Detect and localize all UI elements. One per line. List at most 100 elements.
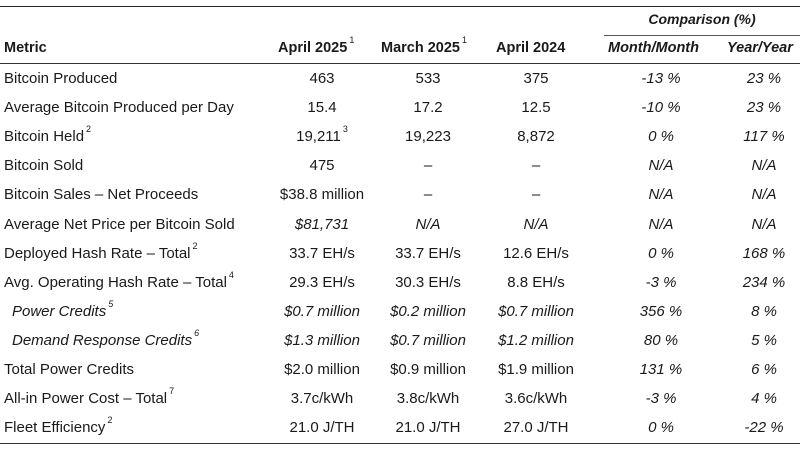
year-year-cell-text: 6 % bbox=[751, 361, 777, 378]
table-top-rule bbox=[0, 6, 800, 7]
month-month-cell: -3 % bbox=[612, 274, 710, 291]
april-2025-cell-text: 3.7c/kWh bbox=[290, 390, 354, 408]
year-year-cell-text: 234 % bbox=[742, 273, 786, 291]
april-2025-cell: $0.7 million bbox=[272, 303, 372, 320]
year-year-cell: 4 % bbox=[722, 390, 800, 407]
table-bottom-rule bbox=[0, 443, 800, 444]
footnote-marker: 4 bbox=[228, 269, 234, 280]
month-month-cell: N/A bbox=[612, 216, 710, 233]
month-month-cell: 0 % bbox=[612, 419, 710, 436]
year-year-cell-text: -22 % bbox=[744, 419, 784, 437]
april-2025-cell: 21.0 J/TH bbox=[272, 419, 372, 436]
year-year-cell: 5 % bbox=[722, 332, 800, 349]
month-month-cell: 0 % bbox=[612, 245, 710, 262]
april-2025-cell-text: 19,211 bbox=[296, 128, 341, 146]
april-2025-cell: 33.7 EH/s bbox=[272, 245, 372, 262]
april-2024-cell-text: 12.5 bbox=[521, 99, 551, 117]
month-month-cell-text: -3 % bbox=[645, 273, 677, 291]
april-2024-cell-text: – bbox=[531, 157, 541, 175]
april-2025-cell-text: 463 bbox=[309, 70, 335, 87]
april-2025-cell: 15.4 bbox=[272, 99, 372, 116]
year-year-cell-text: 23 % bbox=[746, 99, 782, 117]
april-2024-cell: N/A bbox=[486, 216, 586, 233]
year-year-cell-text: N/A bbox=[751, 215, 777, 233]
header-april-2025-label: April 2025 bbox=[278, 40, 348, 56]
year-year-cell-text: N/A bbox=[751, 157, 777, 175]
year-year-cell: -22 % bbox=[722, 419, 800, 436]
month-month-cell-text: 0 % bbox=[648, 244, 674, 262]
april-2024-cell: $1.9 million bbox=[486, 361, 586, 378]
april-2024-cell-text: 27.0 J/TH bbox=[503, 419, 569, 437]
table-row: Demand Response Credits 6 $1.3 million $0.7… bbox=[0, 327, 800, 356]
footnote-marker: 6 bbox=[194, 327, 200, 338]
metric-cell-text: Bitcoin Sales – Net Proceeds bbox=[4, 186, 199, 204]
april-2025-cell-text: 33.7 EH/s bbox=[289, 244, 355, 262]
metric-cell-text: Total Power Credits bbox=[4, 361, 135, 378]
april-2024-cell-text: $1.2 million bbox=[498, 331, 574, 349]
metric-cell: Bitcoin Sales – Net Proceeds bbox=[4, 186, 198, 203]
march-2025-cell: 17.2 bbox=[378, 99, 478, 116]
april-2025-cell: $38.8 million bbox=[272, 186, 372, 203]
month-month-cell: N/A bbox=[612, 186, 710, 203]
table-row: Power Credits 5 $0.7 million $0.2 million $0… bbox=[0, 298, 800, 327]
month-month-cell-text: N/A bbox=[648, 186, 674, 204]
footnote-marker: 2 bbox=[192, 240, 198, 251]
footnote-marker: 7 bbox=[169, 386, 175, 397]
metric-cell-text: Demand Response Credits bbox=[12, 331, 193, 349]
month-month-cell: -10 % bbox=[612, 99, 710, 116]
april-2024-cell: 27.0 J/TH bbox=[486, 419, 586, 436]
april-2024-cell-text: 12.6 EH/s bbox=[503, 244, 569, 262]
metric-cell-text: Power Credits bbox=[12, 302, 107, 320]
table-row: Bitcoin Sales – Net Proceeds $38.8 millio… bbox=[0, 181, 800, 210]
footnote-marker: 1 bbox=[349, 35, 355, 46]
april-2025-cell: 29.3 EH/s bbox=[272, 274, 372, 291]
comparison-underline bbox=[604, 35, 800, 36]
april-2025-cell-text: 15.4 bbox=[307, 99, 337, 117]
metric-cell-text: Avg. Operating Hash Rate – Total bbox=[4, 273, 227, 291]
april-2024-cell-text: N/A bbox=[523, 215, 549, 233]
april-2025-cell: 19,211 3 bbox=[272, 125, 372, 146]
table-row: Average Bitcoin Produced per Day 15.4 17.2… bbox=[0, 94, 800, 123]
march-2025-cell: 533 bbox=[378, 70, 478, 87]
table-row: Bitcoin Produced 463 533 375 -13 % 23 % bbox=[0, 65, 800, 94]
march-2025-cell-text: – bbox=[423, 157, 433, 175]
metric-cell-text: Deployed Hash Rate – Total bbox=[4, 244, 191, 262]
table-row: All-in Power Cost – Total 7 3.7c/kWh 3.8c/k… bbox=[0, 385, 800, 414]
march-2025-cell-text: 30.3 EH/s bbox=[395, 273, 461, 291]
march-2025-cell: – bbox=[378, 186, 478, 203]
april-2024-cell: – bbox=[486, 186, 586, 203]
header-bottom-rule bbox=[0, 63, 800, 64]
year-year-cell: 23 % bbox=[722, 70, 800, 87]
header-year-year: Year/Year bbox=[727, 40, 793, 56]
april-2024-cell: 12.5 bbox=[486, 99, 586, 116]
april-2025-cell-text: $81,731 bbox=[294, 215, 350, 233]
march-2025-cell: $0.7 million bbox=[378, 332, 478, 349]
metric-cell-text: Bitcoin Produced bbox=[4, 70, 118, 87]
metric-cell-text: Fleet Efficiency bbox=[4, 419, 106, 437]
year-year-cell: N/A bbox=[722, 186, 800, 203]
metric-cell: Total Power Credits bbox=[4, 361, 134, 378]
year-year-cell-text: 23 % bbox=[746, 70, 782, 87]
april-2024-cell: 8,872 bbox=[486, 128, 586, 145]
april-2024-cell: 3.6c/kWh bbox=[486, 390, 586, 407]
month-month-cell-text: 356 % bbox=[639, 302, 683, 320]
april-2025-cell: $81,731 bbox=[272, 216, 372, 233]
april-2024-cell: $1.2 million bbox=[486, 332, 586, 349]
table-row: Bitcoin Held 2 19,211 3 19,223 8,872 0 % 117 % bbox=[0, 123, 800, 152]
month-month-cell-text: 80 % bbox=[643, 331, 679, 349]
april-2024-cell-text: $1.9 million bbox=[498, 361, 574, 378]
march-2025-cell: 21.0 J/TH bbox=[378, 419, 478, 436]
april-2025-cell-text: $1.3 million bbox=[284, 331, 360, 349]
april-2024-cell: $0.7 million bbox=[486, 303, 586, 320]
march-2025-cell-text: 533 bbox=[415, 70, 441, 87]
month-month-cell-text: N/A bbox=[648, 157, 674, 175]
april-2025-cell: 475 bbox=[272, 157, 372, 174]
march-2025-cell-text: N/A bbox=[415, 215, 441, 233]
metric-cell-text: Average Bitcoin Produced per Day bbox=[4, 99, 234, 117]
metric-cell-text: All-in Power Cost – Total bbox=[4, 390, 168, 408]
table-row: Total Power Credits $2.0 million $0.9 mill… bbox=[0, 356, 800, 385]
header-april-2025: April 2025 1 bbox=[278, 36, 354, 56]
comparison-group-header: Comparison (%) bbox=[648, 11, 756, 27]
metric-cell: Fleet Efficiency 2 bbox=[4, 416, 112, 437]
month-month-cell: -3 % bbox=[612, 390, 710, 407]
